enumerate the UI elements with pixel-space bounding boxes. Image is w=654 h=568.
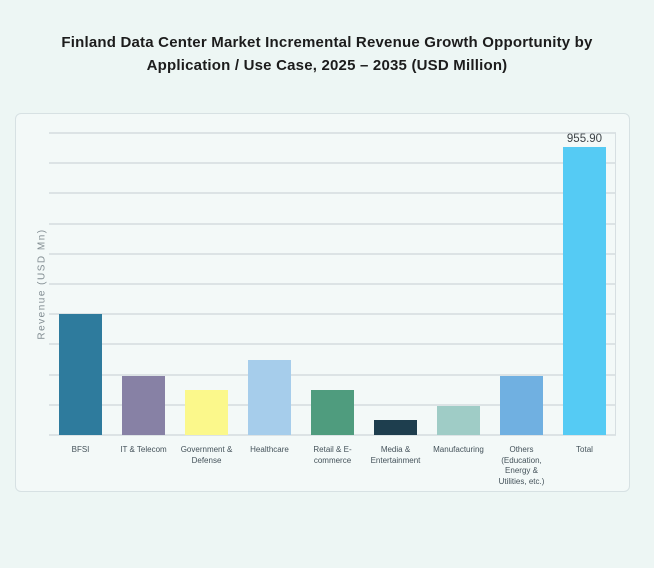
chart-title-line2: Application / Use Case, 2025 – 2035 (USD… [146,57,508,74]
x-axis-label: Total [576,445,593,454]
x-axis-label: BFSI [71,445,90,454]
x-axis-line [49,434,616,436]
gridline [49,313,616,316]
bar-others-education-energy-utilities-etc [500,375,543,435]
gridline [49,192,616,195]
chart-card: Revenue (USD Mn) 955.90 BFSI IT & Telecom… [15,113,630,492]
bar-healthcare [248,359,291,435]
bar-slot [364,133,427,435]
gridline [49,343,616,346]
bar-slot [112,133,175,435]
bar-value-label: 955.90 [566,133,603,145]
x-axis-label: Government & Defense [180,445,233,465]
plot-right-border [615,133,616,435]
bar-slot [490,133,553,435]
x-axis-label: Retail & E- commerce [313,445,352,465]
bar-slot: 955.90 [553,133,616,435]
gridline [49,373,616,376]
gridline [49,162,616,165]
x-axis-label: IT & Telecom [120,445,167,454]
bar-retail-e-commerce [311,390,354,435]
chart-title: Finland Data Center Market Incremental R… [0,31,654,77]
bars: 955.90 [49,133,616,435]
bar-bfsi [59,313,102,435]
x-axis-label: Healthcare [250,445,289,454]
gridline [49,252,616,255]
bar-slot [49,133,112,435]
bar-slot [301,133,364,435]
x-axis-label: Others (Education, Energy & Utilities, e… [498,445,545,486]
bar-media-entertainment [374,419,417,435]
plot-area: 955.90 [49,132,616,436]
bar-slot [175,133,238,435]
bar-slot [427,133,490,435]
bar-total [563,147,606,435]
gridline [49,132,616,134]
bar-it-telecom [122,375,165,435]
x-axis-labels: BFSI IT & Telecom Government & Defense Heal… [49,445,616,487]
x-axis-label: Media & Entertainment [370,445,421,465]
bar-government-defense [185,390,228,435]
bar-manufacturing [437,406,480,435]
y-axis-title: Revenue (USD Mn) [36,228,48,340]
chart-title-line1: Finland Data Center Market Incremental R… [61,34,593,51]
x-axis-label: Manufacturing [433,445,484,454]
bar-slot [238,133,301,435]
gridline [49,283,616,285]
gridline [49,222,616,225]
